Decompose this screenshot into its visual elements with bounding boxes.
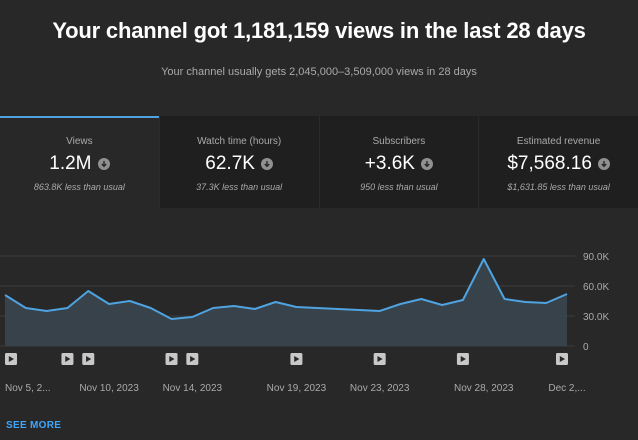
metric-value: +3.6K: [364, 153, 415, 174]
x-tick-label: Nov 23, 2023: [350, 383, 410, 394]
data-point: [378, 310, 380, 312]
metric-comparison: 863.8K less than usual: [33, 182, 125, 192]
data-point: [462, 299, 464, 301]
x-tick-label: Nov 10, 2023: [79, 383, 139, 394]
data-point: [150, 307, 152, 309]
data-point: [503, 298, 505, 300]
page-subtitle: Your channel usually gets 2,045,000–3,50…: [161, 66, 477, 78]
series-area: [5, 259, 567, 346]
data-point: [524, 301, 526, 303]
data-point: [87, 290, 89, 292]
metric-comparison: $1,631.85 less than usual: [507, 182, 610, 192]
metric-tabs: Views 1.2M 863.8K less than usual Watch …: [0, 116, 638, 208]
metric-label: Views: [66, 136, 93, 147]
data-point: [274, 301, 276, 303]
data-point: [337, 308, 339, 310]
x-tick-label: Nov 19, 2023: [267, 383, 327, 394]
data-point: [420, 298, 422, 300]
data-point: [170, 318, 172, 320]
metric-tab-revenue[interactable]: Estimated revenue $7,568.16 $1,631.85 le…: [479, 116, 638, 208]
metric-comparison: 950 less than usual: [360, 182, 438, 192]
metric-tab-watch-time[interactable]: Watch time (hours) 62.7K 37.3K less than…: [159, 116, 320, 208]
series-line: [4, 258, 568, 320]
data-point: [399, 303, 401, 305]
data-point: [45, 310, 47, 312]
x-tick-label: Nov 28, 2023: [454, 383, 514, 394]
y-tick-label: 30.0K: [583, 312, 609, 323]
data-point: [566, 293, 568, 295]
data-point: [441, 304, 443, 306]
arrow-down-circle-icon: [97, 158, 110, 170]
data-point: [295, 306, 297, 308]
metric-tab-subscribers[interactable]: Subscribers +3.6K 950 less than usual: [319, 116, 480, 208]
video-play-icon[interactable]: [82, 353, 95, 365]
arrow-down-circle-icon: [597, 158, 610, 170]
data-point: [254, 308, 256, 310]
arrow-down-circle-icon: [260, 158, 273, 170]
x-tick-label: Dec 2,...: [548, 383, 585, 394]
y-tick-label: 90.0K: [583, 252, 609, 263]
data-point: [358, 309, 360, 311]
data-point: [129, 300, 131, 302]
see-more-link[interactable]: SEE MORE: [6, 420, 62, 431]
arrow-down-circle-icon: [420, 158, 433, 170]
data-point: [191, 316, 193, 318]
metric-value: $7,568.16: [507, 153, 592, 174]
video-play-icon[interactable]: [556, 353, 568, 365]
data-point: [545, 302, 547, 304]
metric-label: Estimated revenue: [516, 136, 601, 147]
x-tick-label: Nov 14, 2023: [163, 383, 223, 394]
data-point: [483, 258, 485, 260]
views-chart: 0 30.0K 60.0K 90.0K Nov 5, 2... Nov 10, 2023 N…: [0, 252, 609, 394]
data-point: [108, 303, 110, 305]
metric-value: 1.2M: [49, 153, 92, 174]
metric-tab-views[interactable]: Views 1.2M 863.8K less than usual: [0, 116, 160, 208]
y-tick-label: 0: [583, 342, 589, 353]
video-play-icon[interactable]: [61, 353, 74, 365]
metric-value: 62.7K: [205, 153, 255, 174]
data-point: [4, 294, 6, 296]
data-point: [316, 307, 318, 309]
y-tick-label: 60.0K: [583, 282, 609, 293]
metric-comparison: 37.3K less than usual: [196, 182, 283, 192]
data-point: [25, 307, 27, 309]
x-tick-label: Nov 5, 2...: [5, 383, 51, 394]
metric-label: Subscribers: [372, 136, 426, 147]
video-play-icon[interactable]: [5, 353, 17, 365]
video-play-icon[interactable]: [290, 353, 303, 365]
video-play-icon[interactable]: [165, 353, 178, 365]
data-point: [212, 307, 214, 309]
video-play-icon[interactable]: [456, 353, 469, 365]
data-point: [233, 305, 235, 307]
page-title: Your channel got 1,181,159 views in the …: [52, 18, 586, 43]
data-point: [66, 307, 68, 309]
video-play-icon[interactable]: [373, 353, 386, 365]
video-play-icon[interactable]: [186, 353, 199, 365]
metric-label: Watch time (hours): [197, 136, 282, 147]
